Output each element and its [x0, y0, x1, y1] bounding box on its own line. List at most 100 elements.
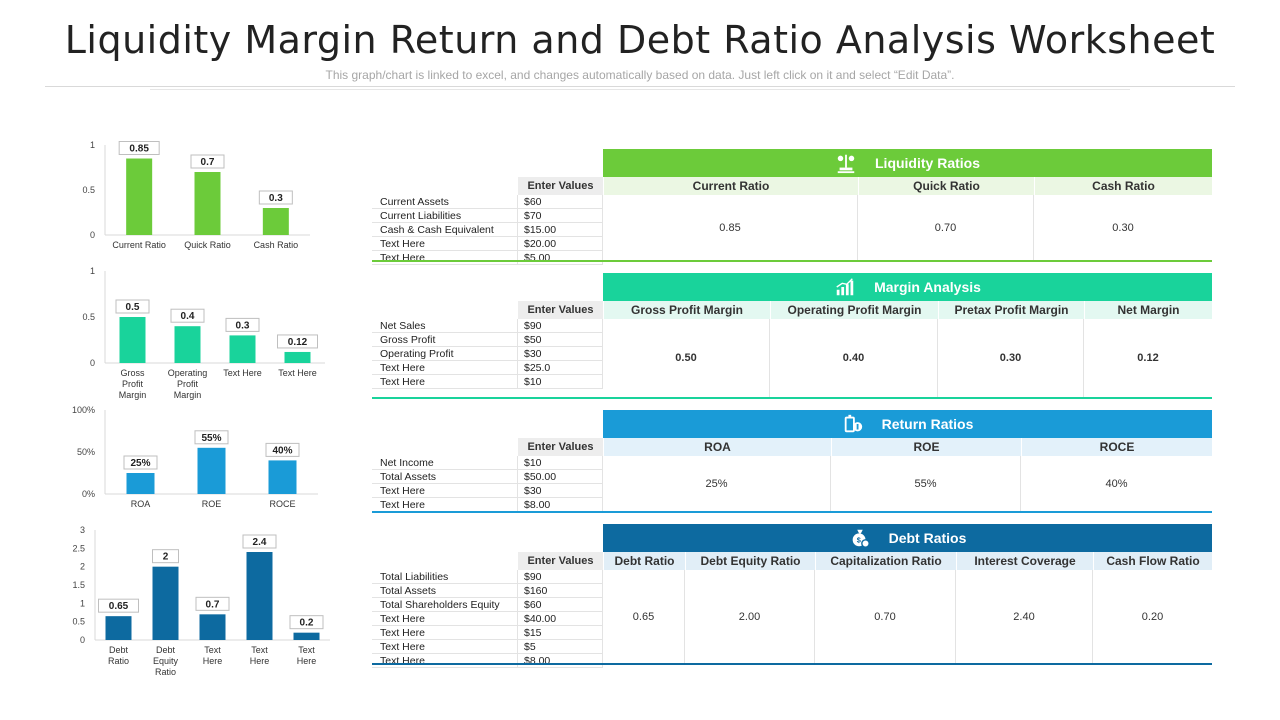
input-value-cell[interactable]: $60: [518, 598, 603, 611]
input-label: Total Assets: [372, 470, 518, 483]
input-value-cell[interactable]: $90: [518, 319, 603, 332]
y-tick-label: 0%: [82, 489, 95, 499]
input-label: Text Here: [372, 361, 518, 374]
return-column-headers: ROA ROE ROCE: [603, 438, 1212, 456]
input-value-cell[interactable]: $25.0: [518, 361, 603, 374]
liquidity-bar-chart[interactable]: 0 0.5 1 0.85 Current Ratio 0.7 Quick Ratio 0.3 C…: [70, 135, 340, 260]
input-row: Current Assets $60: [372, 195, 603, 209]
col-roa: ROA: [603, 438, 831, 456]
input-label: Current Liabilities: [372, 209, 518, 222]
result-roa: 25%: [603, 456, 831, 512]
data-label: 2: [163, 552, 169, 563]
enter-values-header: Enter Values: [518, 301, 603, 319]
y-tick-label: 0.5: [82, 185, 95, 195]
data-label: 25%: [130, 458, 150, 469]
enter-values-header: Enter Values: [518, 177, 603, 195]
return-bar-chart[interactable]: 0% 50% 100% 25% ROA 55% ROE 40% ROCE: [60, 400, 340, 515]
y-tick-label: 1.5: [72, 580, 85, 590]
return-panel: Return Ratios Enter Values ROA ROE ROCE …: [372, 410, 1212, 514]
category-label: Here: [297, 656, 317, 666]
input-value-cell[interactable]: $50.00: [518, 470, 603, 483]
debt-heading: Debt Ratios: [888, 530, 967, 546]
data-label: 0.12: [288, 337, 308, 348]
debt-baseline: [372, 663, 1212, 665]
col-roe: ROE: [831, 438, 1021, 456]
category-label: ROE: [202, 499, 222, 509]
bar: [126, 158, 153, 235]
input-value-cell[interactable]: $10: [518, 375, 603, 388]
y-tick-label: 100%: [72, 405, 95, 415]
input-value-cell[interactable]: $90: [518, 570, 603, 583]
margin-analysis-band: Margin Analysis: [603, 273, 1212, 301]
debt-bar-chart[interactable]: 00.511.522.530.65DebtRatio2DebtEquityRat…: [70, 522, 340, 682]
subtitle-divider: [150, 89, 1130, 90]
bar: [293, 632, 320, 640]
input-value-cell[interactable]: $15: [518, 626, 603, 639]
input-label: Gross Profit: [372, 333, 518, 346]
data-label-box: [242, 534, 277, 549]
data-label: 0.2: [300, 618, 314, 629]
input-row: Total Assets $50.00: [372, 470, 603, 484]
col-pretax-profit-margin: Pretax Profit Margin: [938, 301, 1084, 319]
input-value-cell[interactable]: $8.00: [518, 654, 603, 667]
input-value-cell[interactable]: $5.00: [518, 251, 603, 264]
input-value-cell[interactable]: $20.00: [518, 237, 603, 250]
input-label: Text Here: [372, 498, 518, 511]
input-row: Gross Profit $50: [372, 333, 603, 347]
category-label: Here: [250, 656, 270, 666]
data-label-box: [195, 596, 230, 611]
bar: [105, 616, 132, 640]
input-label: Total Shareholders Equity: [372, 598, 518, 611]
category-label: Equity: [153, 656, 179, 666]
category-label: Text: [251, 645, 268, 655]
input-value-cell[interactable]: $40.00: [518, 612, 603, 625]
liquidity-inputs: Current Assets $60 Current Liabilities $70 C…: [372, 195, 603, 265]
result-current-ratio: 0.85: [603, 195, 858, 261]
debt-inputs: Total Liabilities $90 Total Assets $160 Tota…: [372, 570, 603, 668]
result-quick-ratio: 0.70: [858, 195, 1034, 261]
input-label: Total Assets: [372, 584, 518, 597]
margin-heading: Margin Analysis: [874, 279, 981, 295]
y-tick-label: 0.5: [82, 312, 95, 322]
input-value-cell[interactable]: $70: [518, 209, 603, 222]
y-tick-label: 50%: [77, 447, 95, 457]
input-value-cell[interactable]: $15.00: [518, 223, 603, 236]
input-value-cell[interactable]: $10: [518, 456, 603, 469]
margin-bar-chart[interactable]: 00.510.5GrossProfitMargin0.4OperatingPro…: [70, 263, 340, 400]
bar: [119, 317, 146, 363]
data-label-box: [123, 455, 158, 470]
liquidity-results: 0.85 0.70 0.30: [603, 195, 1212, 261]
data-label: 2.4: [253, 537, 267, 548]
input-label: Text Here: [372, 484, 518, 497]
input-value-cell[interactable]: $30: [518, 347, 603, 360]
col-roce: ROCE: [1021, 438, 1212, 456]
data-label-box: [289, 615, 324, 630]
liquidity-baseline: [372, 260, 1212, 262]
category-label: Margin: [174, 390, 202, 400]
input-value-cell[interactable]: $50: [518, 333, 603, 346]
debt-column-headers: Debt Ratio Debt Equity Ratio Capitalizat…: [603, 552, 1212, 570]
input-label: Text Here: [372, 640, 518, 653]
input-value-cell[interactable]: $5: [518, 640, 603, 653]
category-label: Here: [203, 656, 223, 666]
input-value-cell[interactable]: $60: [518, 195, 603, 208]
result-interest-coverage: 2.40: [956, 570, 1093, 664]
col-interest-coverage: Interest Coverage: [956, 552, 1093, 570]
col-net-margin: Net Margin: [1084, 301, 1212, 319]
data-label: 0.5: [126, 302, 140, 313]
input-value-cell[interactable]: $30: [518, 484, 603, 497]
data-label: 0.65: [109, 601, 129, 612]
y-tick-label: 0: [90, 358, 95, 368]
y-tick-label: 1: [90, 266, 95, 276]
input-label: Text Here: [372, 237, 518, 250]
data-label-box: [258, 190, 293, 205]
input-value-cell[interactable]: $160: [518, 584, 603, 597]
data-label-box: [118, 141, 160, 155]
result-roce: 40%: [1105, 478, 1128, 490]
col-capitalization-ratio: Capitalization Ratio: [815, 552, 956, 570]
y-tick-label: 1: [80, 598, 85, 608]
input-value-cell[interactable]: $8.00: [518, 498, 603, 511]
input-row: Total Liabilities $90: [372, 570, 603, 584]
return-heading: Return Ratios: [881, 416, 974, 432]
category-label: Gross: [120, 368, 145, 378]
